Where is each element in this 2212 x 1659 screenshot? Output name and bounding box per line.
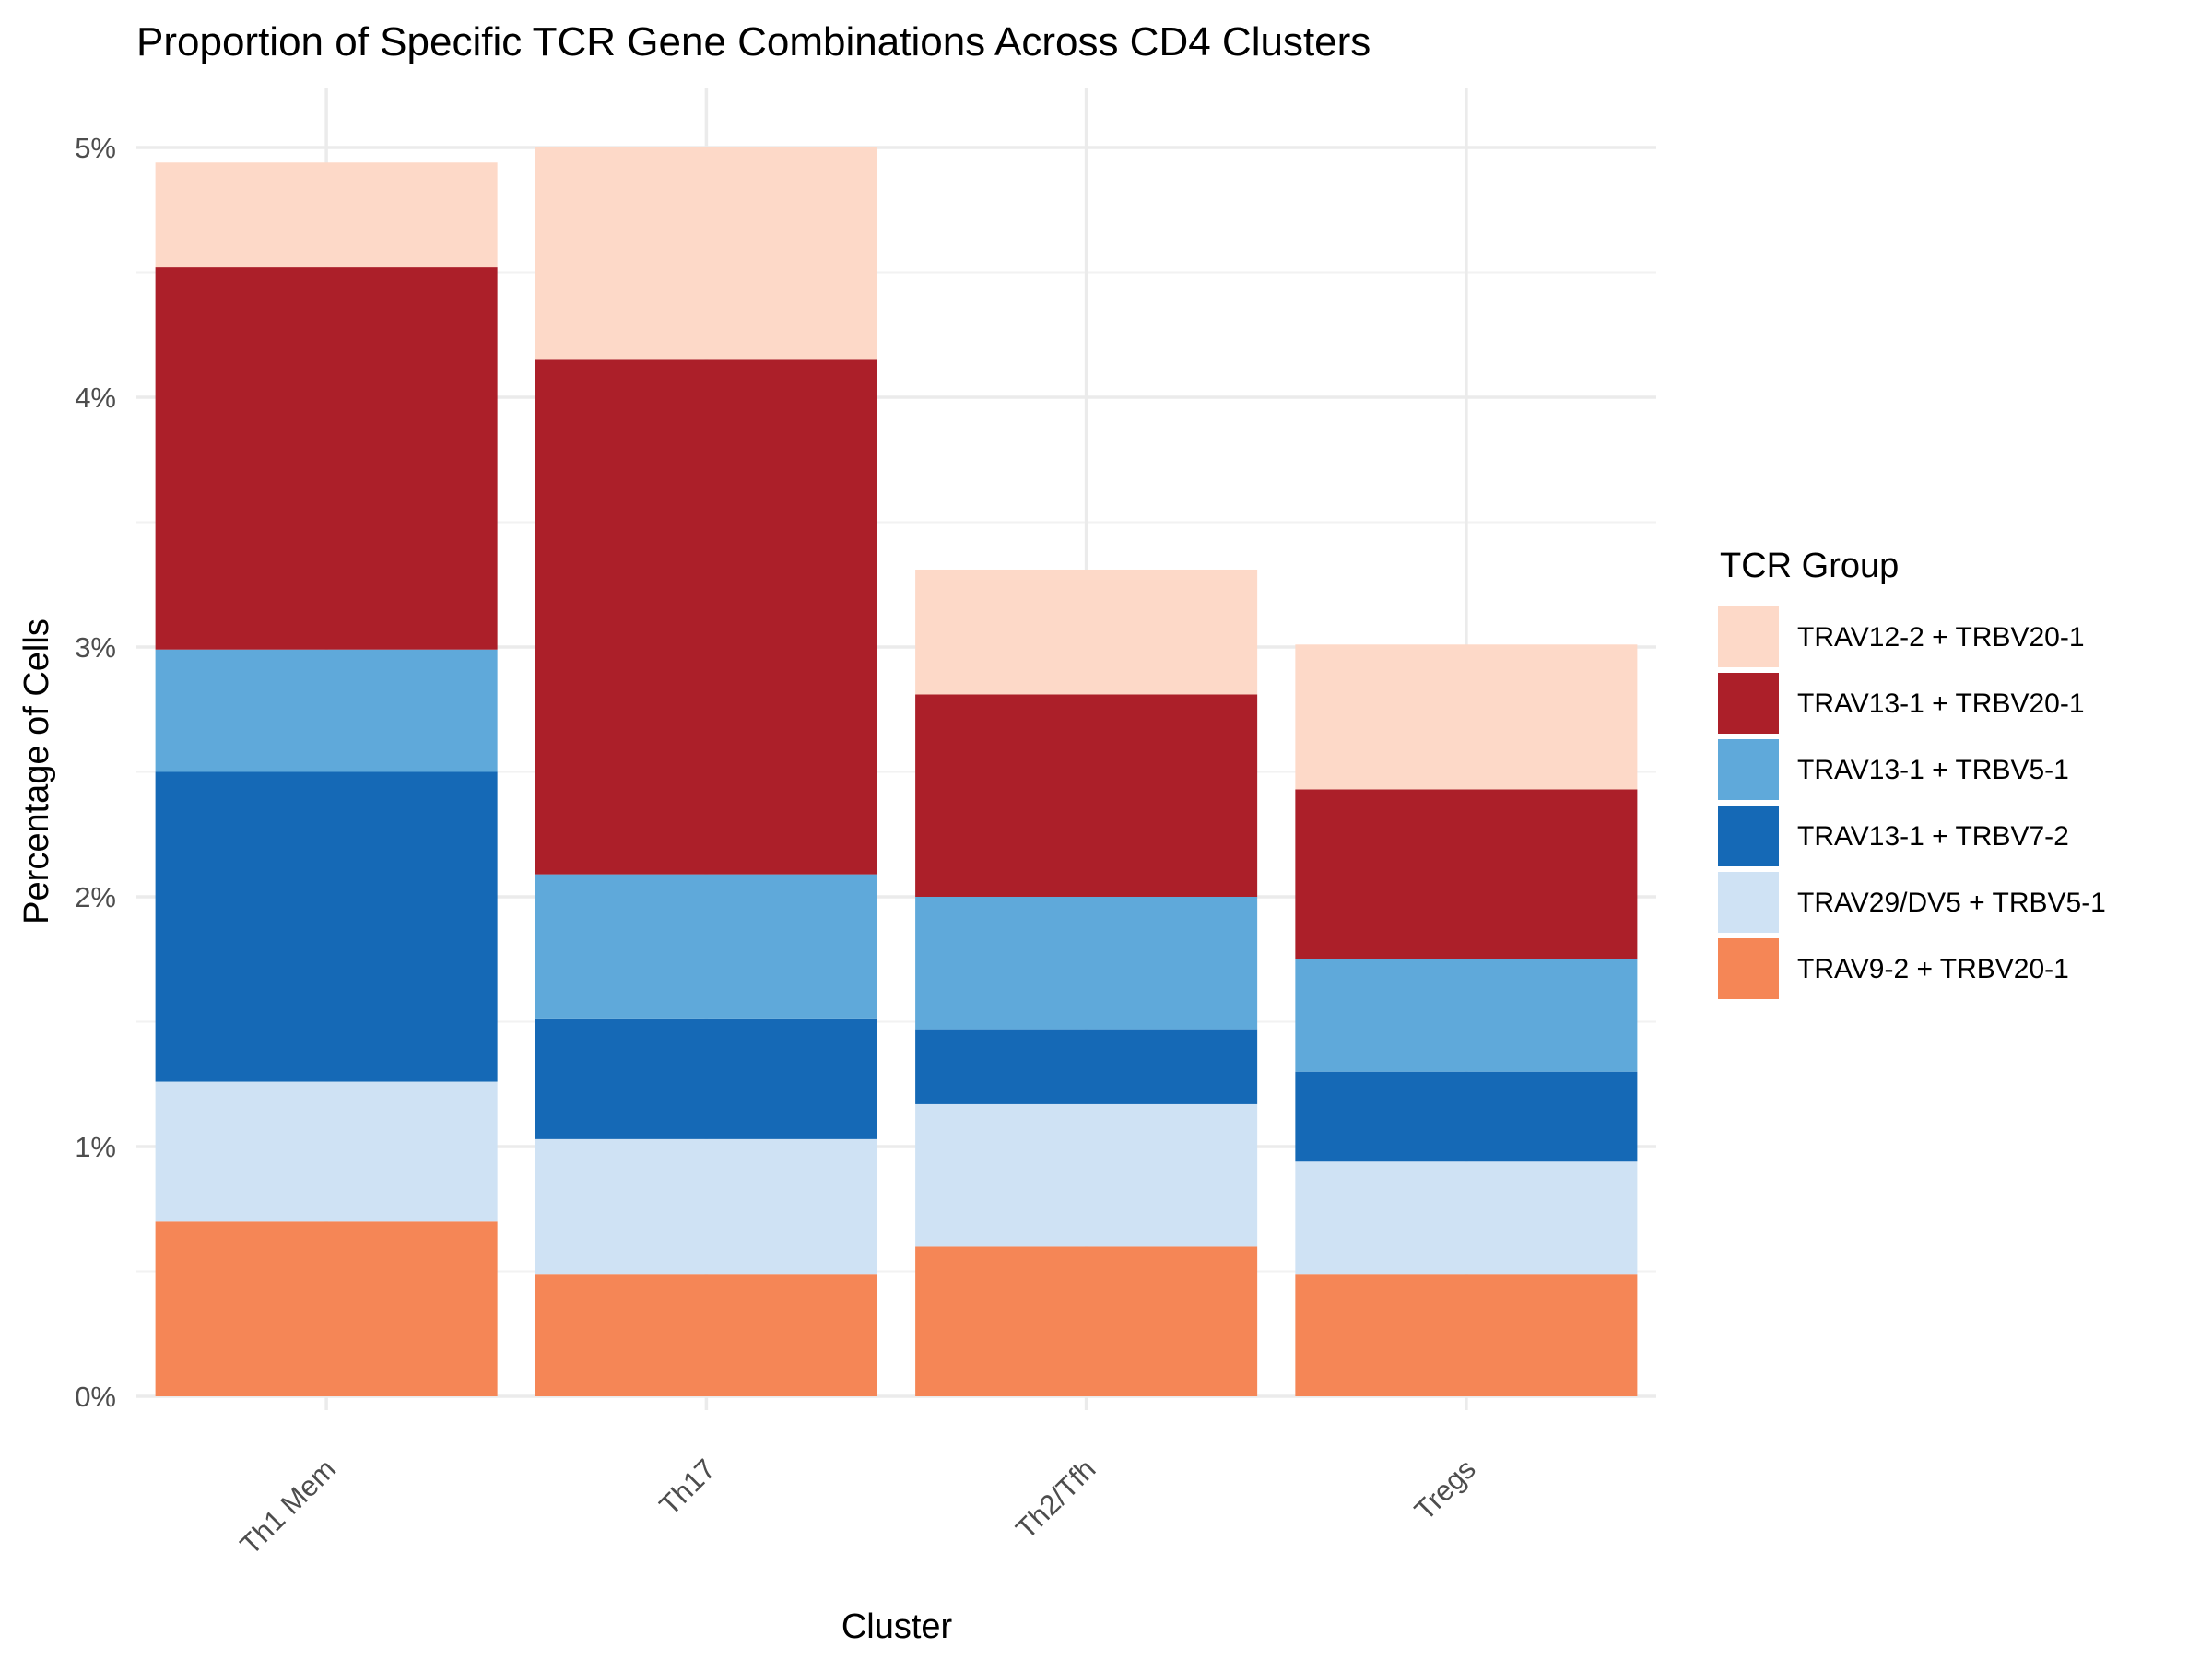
y-axis-title: Percentage of Cells <box>18 618 56 924</box>
x-tick-label: Th1 Mem <box>234 1453 342 1560</box>
x-tick-label: Th2/Tfh <box>1009 1453 1101 1545</box>
bars <box>155 147 1638 1396</box>
legend-label: TRAV13-1 + TRBV5-1 <box>1797 755 2069 785</box>
y-tick-label: 5% <box>75 132 116 164</box>
bar-segment <box>535 359 877 875</box>
bar-segment <box>155 1081 498 1222</box>
x-axis-title: Cluster <box>841 1607 953 1646</box>
bar-segment <box>1295 959 1638 1072</box>
bar-segment <box>535 874 877 1019</box>
bar-segment <box>915 897 1258 1030</box>
bar-segment <box>535 1274 877 1396</box>
y-tick-label: 2% <box>75 881 116 913</box>
bar-segment <box>155 267 498 650</box>
y-tick-label: 0% <box>75 1381 116 1413</box>
bar-segment <box>1295 1071 1638 1162</box>
legend: TCR Group TRAV12-2 + TRBV20-1 TRAV13-1 + … <box>1718 547 2106 999</box>
x-tick-label: Th17 <box>653 1453 723 1522</box>
legend-swatch <box>1718 606 1779 667</box>
y-tick-label: 4% <box>75 382 116 414</box>
legend-label: TRAV12-2 + TRBV20-1 <box>1797 622 2085 653</box>
legend-title: TCR Group <box>1720 547 1899 585</box>
bar-segment <box>1295 1161 1638 1275</box>
legend-swatch <box>1718 673 1779 734</box>
bar-segment <box>535 147 877 360</box>
legend-items: TRAV12-2 + TRBV20-1 TRAV13-1 + TRBV20-1 TR… <box>1718 606 2106 999</box>
y-axis-ticks: 0% 1% 2% 3% 4% 5% <box>75 132 116 1413</box>
y-tick-label: 3% <box>75 631 116 664</box>
legend-swatch <box>1718 938 1779 999</box>
bar-segment <box>915 569 1258 695</box>
bar-segment <box>155 771 498 1082</box>
chart-title: Proportion of Specific TCR Gene Combinat… <box>136 19 1371 65</box>
bar-segment <box>155 1221 498 1396</box>
legend-swatch <box>1718 739 1779 800</box>
y-tick-label: 1% <box>75 1131 116 1163</box>
bar-segment <box>155 649 498 772</box>
legend-label: TRAV13-1 + TRBV7-2 <box>1797 821 2069 852</box>
legend-label: TRAV29/DV5 + TRBV5-1 <box>1797 888 2106 918</box>
bar-segment <box>915 1246 1258 1396</box>
bar-segment <box>535 1138 877 1275</box>
bar-segment <box>915 1103 1258 1247</box>
x-tick-label: Tregs <box>1408 1453 1482 1526</box>
bar-segment <box>1295 1274 1638 1396</box>
bar-segment <box>1295 789 1638 959</box>
bar-segment <box>915 694 1258 897</box>
bar-segment <box>155 162 498 268</box>
legend-label: TRAV13-1 + TRBV20-1 <box>1797 688 2085 719</box>
x-axis-ticks: Th1 Mem Th17 Th2/Tfh Tregs <box>234 1453 1482 1560</box>
legend-swatch <box>1718 806 1779 866</box>
bar-segment <box>1295 644 1638 790</box>
legend-label: TRAV9-2 + TRBV20-1 <box>1797 954 2069 984</box>
bar-segment <box>535 1018 877 1139</box>
legend-swatch <box>1718 872 1779 933</box>
bar-segment <box>915 1029 1258 1104</box>
